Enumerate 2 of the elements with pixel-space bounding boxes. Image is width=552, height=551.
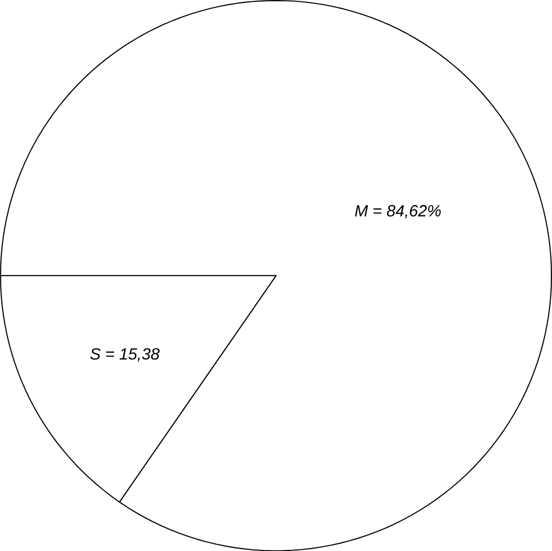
slice-label: S = 15,38 (90, 348, 160, 362)
slice-label: M = 84,62% (355, 204, 441, 218)
